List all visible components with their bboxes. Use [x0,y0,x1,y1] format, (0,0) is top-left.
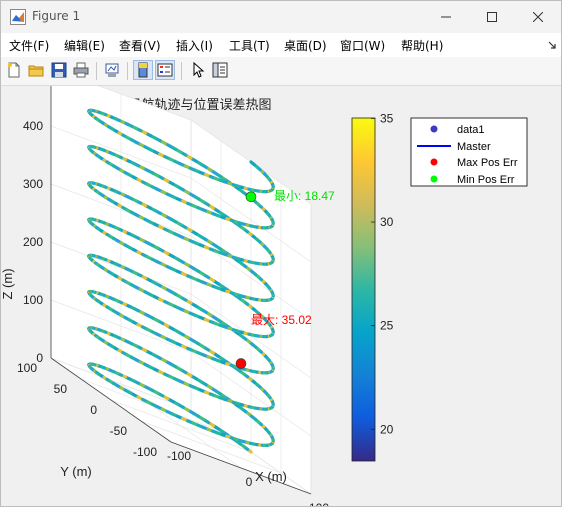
menu-insert[interactable]: 插入(I) [176,37,213,54]
colorbar-button[interactable] [133,60,153,80]
close-button[interactable] [515,1,561,33]
y-axis-label: Y (m) [60,464,92,479]
y-tick-label: 50 [54,382,68,396]
menu-bar: 文件(F) 编辑(E) 查看(V) 插入(I) 工具(T) 桌面(D) 窗口(W… [1,33,561,57]
x-tick-label: 100 [309,501,329,506]
close-icon [533,12,543,22]
toolbar-separator [181,62,182,80]
min-error-marker [246,192,256,202]
colorbar-icon [136,62,150,78]
z-tick-label: 200 [23,235,43,249]
new-file-button[interactable] [4,60,24,80]
legend-marker-data1 [431,126,438,133]
colorbar-tick-label: 35 [380,111,394,125]
legend-marker-min [431,176,438,183]
y-tick-label: -50 [110,424,128,438]
dock-arrow-icon[interactable] [548,41,557,50]
figure-canvas[interactable]: 主从导航轨迹与位置误差热图 0100200300400500-100010010… [1,86,561,506]
legend-label-master: Master [457,141,491,153]
z-tick-label: 100 [23,293,43,307]
toolbar [1,57,561,86]
save-button[interactable] [49,60,69,80]
title-bar[interactable]: Figure 1 [1,1,561,33]
legend-button[interactable] [155,60,175,80]
toolbar-separator [96,62,97,80]
z-tick-label: 0 [36,351,43,365]
save-icon [51,62,67,78]
menu-file[interactable]: 文件(F) [9,37,49,54]
z-axis-label: Z (m) [1,268,15,299]
legend-label-max: Max Pos Err [457,157,518,169]
max-annotation: 最大: 35.02 [251,313,312,327]
toolbar-separator [127,62,128,80]
menu-tools[interactable]: 工具(T) [229,37,270,54]
menu-help[interactable]: 帮助(H) [401,37,443,54]
minimize-icon [441,12,451,22]
menu-edit[interactable]: 编辑(E) [64,37,105,54]
legend-label-min: Min Pos Err [457,174,515,186]
legend[interactable]: data1 Master Max Pos Err Min Pos Err [411,118,527,186]
maximize-button[interactable] [469,1,515,33]
z-tick-label: 400 [23,119,43,133]
x-axis-label: X (m) [255,469,287,484]
z-tick-label: 300 [23,177,43,191]
min-annotation: 最小: 18.47 [274,189,335,203]
max-error-marker [236,359,246,369]
colorbar-tick-label: 20 [380,422,394,436]
print-icon [73,62,89,78]
menu-window[interactable]: 窗口(W) [340,37,385,54]
print-button[interactable] [71,60,91,80]
open-folder-icon [28,62,44,78]
menu-desktop[interactable]: 桌面(D) [284,37,327,54]
legend-label-data1: data1 [457,124,485,136]
plot-svg[interactable]: 主从导航轨迹与位置误差热图 0100200300400500-100010010… [1,86,561,506]
open-button[interactable] [26,60,46,80]
property-inspector-button[interactable] [210,60,230,80]
colorbar-strip [352,118,375,461]
legend-marker-max [431,159,438,166]
link-plot-button[interactable] [102,60,122,80]
colorbar[interactable]: 20 25 30 35 [352,111,394,461]
property-inspector-icon [212,62,228,78]
menu-view[interactable]: 查看(V) [119,37,161,54]
x-tick-label: 0 [246,475,253,489]
trajectory-segment [251,162,254,165]
minimize-button[interactable] [423,1,469,33]
legend-icon [157,62,173,78]
y-tick-label: -100 [133,445,157,459]
pointer-button[interactable] [188,60,208,80]
y-tick-label: 100 [17,361,37,375]
window-title: Figure 1 [32,9,80,23]
maximize-icon [487,12,497,22]
pointer-icon [190,62,206,78]
x-tick-label: -100 [167,449,191,463]
colorbar-tick-label: 30 [380,215,394,229]
new-file-icon [6,62,22,78]
y-tick-label: 0 [90,403,97,417]
link-plot-icon [104,62,120,78]
colorbar-tick-label: 25 [380,319,394,333]
matlab-app-icon [10,9,26,25]
